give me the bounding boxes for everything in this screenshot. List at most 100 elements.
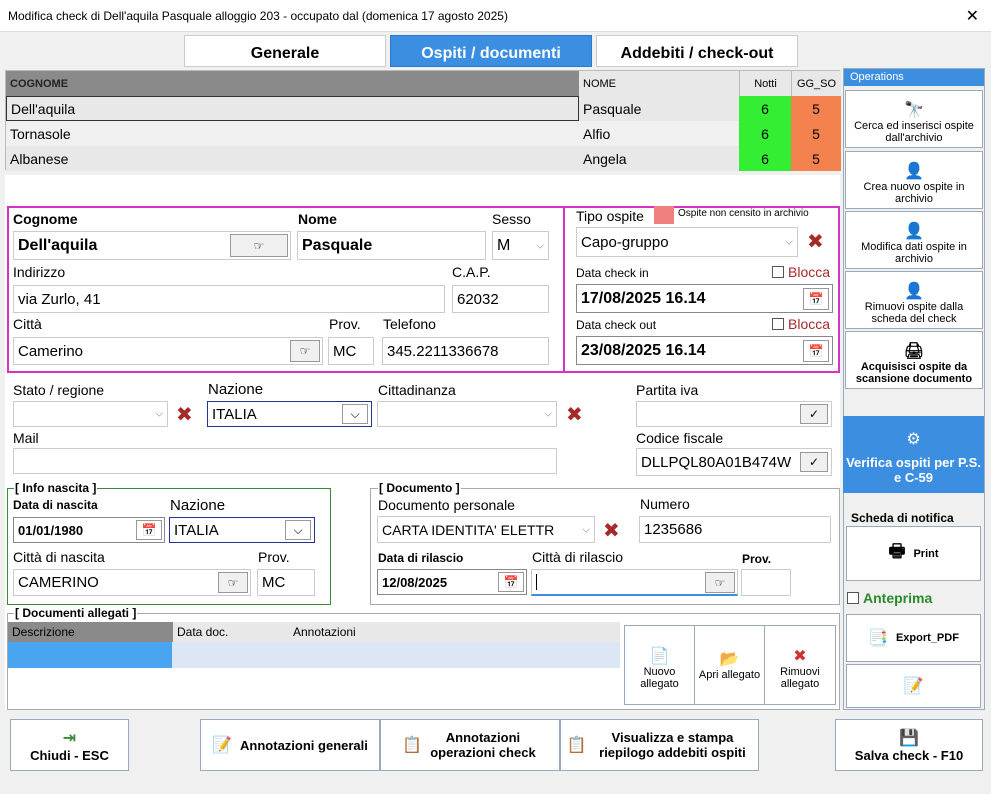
nuovo-allegato-button[interactable]: 📄 Nuovo allegato (625, 626, 695, 704)
nascita-title: [ Info nascita ] (14, 481, 98, 495)
annotazioni-operazioni-button[interactable]: 📋 Annotazioni operazioni check (380, 719, 560, 771)
add-user-icon: 👤 (904, 163, 924, 180)
modifica-ospite-button[interactable]: 👤 Modifica dati ospite in archivio (845, 211, 983, 269)
header-descrizione[interactable]: Descrizione (8, 622, 173, 642)
header-data-doc[interactable]: Data doc. (173, 622, 289, 642)
telefono-input[interactable]: 345.2211336678 (382, 337, 549, 365)
cittadinanza-label: Cittadinanza (378, 382, 456, 398)
chevron-down-icon[interactable]: ⌵ (342, 404, 368, 424)
numero-label: Numero (640, 496, 690, 512)
cell-nome: Alfio (583, 125, 611, 142)
verifica-button[interactable]: ⚙ Verifica ospiti per P.S. e C-59 (843, 416, 984, 493)
rilascio-citta-label: Città di rilascio (532, 549, 624, 565)
save-icon: 💾 (899, 729, 919, 747)
rilascio-prov-input[interactable] (741, 569, 791, 596)
notes-edit-icon: 📋 (402, 737, 422, 754)
edit-report-button[interactable]: 📝 (846, 664, 981, 708)
print-button[interactable]: 🖶 Print (846, 526, 981, 581)
nome-input[interactable]: Pasquale (297, 231, 486, 260)
remove-user-icon: 👤 (904, 283, 924, 300)
indirizzo-input[interactable]: via Zurlo, 41 (13, 285, 445, 313)
prov-input[interactable]: MC (328, 337, 374, 365)
nascita-citta-input[interactable]: CAMERINO ☞ (13, 569, 251, 596)
remove-doc-icon: ✖ (793, 648, 807, 665)
salva-button[interactable]: 💾 Salva check - F10 (835, 719, 983, 771)
nazione-label: Nazione (208, 381, 264, 398)
acquisisci-button[interactable]: 🖨 Acquisisci ospite da scansione document… (845, 331, 983, 389)
rilascio-citta-input[interactable]: ☞ (531, 569, 738, 596)
annotazioni-generali-button[interactable]: 📝 Annotazioni generali (200, 719, 380, 771)
cittadinanza-select[interactable]: ⌵ (377, 401, 557, 427)
nascita-box (7, 488, 331, 605)
stato-select[interactable]: ⌵ (13, 401, 168, 427)
clear-stato-icon[interactable]: ✖ (176, 404, 193, 426)
chiudi-button[interactable]: ⇥ Chiudi - ESC (10, 719, 129, 771)
rimuovi-allegato-button[interactable]: ✖ Rimuovi allegato (780, 648, 820, 690)
documento-tipo-select[interactable]: CARTA IDENTITA' ELETTR ⌵ (377, 516, 595, 543)
tab-generale[interactable]: Generale (184, 35, 386, 67)
search-hand-icon[interactable]: ☞ (290, 340, 320, 362)
apri-allegato-button[interactable]: 📂 Apri allegato (695, 626, 765, 704)
header-notti[interactable]: Notti (739, 71, 791, 96)
blocca-checkout-checkbox[interactable] (772, 318, 784, 330)
table-row[interactable]: Tornasole Alfio 6 5 (6, 121, 841, 146)
operations-title: Operations (844, 69, 984, 86)
verify-icon[interactable]: ✓ (800, 404, 828, 424)
clear-cittadinanza-icon[interactable]: ✖ (566, 404, 583, 426)
edit-report-icon: 📝 (903, 678, 924, 695)
clear-documento-icon[interactable]: ✖ (603, 520, 620, 542)
calendar-icon[interactable]: 📅 (136, 520, 162, 540)
table-row[interactable]: Dell'aquila Pasquale 6 5 (6, 96, 841, 121)
sesso-select[interactable]: M ⌵ (492, 231, 549, 260)
cell-cognome: Dell'aquila (6, 96, 579, 121)
crea-ospite-button[interactable]: 👤 Crea nuovo ospite in archivio (845, 151, 983, 209)
rilascio-input[interactable]: 12/08/2025 📅 (377, 569, 527, 595)
nascita-prov-input[interactable]: MC (257, 569, 315, 596)
calendar-icon[interactable]: 📅 (803, 288, 829, 310)
checkout-input[interactable]: 23/08/2025 16.14 📅 (576, 336, 833, 365)
calendar-icon[interactable]: 📅 (498, 572, 524, 592)
calendar-icon[interactable]: 📅 (803, 340, 829, 362)
numero-input[interactable]: 1235686 (639, 516, 831, 543)
nascita-data-input[interactable]: 01/01/1980 📅 (13, 517, 165, 543)
chevron-down-icon[interactable]: ⌵ (285, 520, 311, 540)
cerca-ospite-button[interactable]: 🔭 Cerca ed inserisci ospite dall'archivio (845, 90, 983, 148)
table-row[interactable]: Albanese Angela 6 5 (6, 146, 841, 171)
header-annotazioni[interactable]: Annotazioni (289, 622, 620, 642)
stato-label: Stato / regione (13, 382, 105, 398)
search-hand-icon[interactable]: ☞ (218, 572, 248, 593)
anteprima-checkbox[interactable] (847, 592, 859, 604)
tab-addebiti[interactable]: Addebiti / check-out (596, 35, 798, 67)
citta-input[interactable]: Camerino ☞ (13, 337, 323, 365)
visualizza-button[interactable]: 📋 Visualizza e stampa riepilogo addebiti … (560, 719, 759, 771)
blocca-checkin-checkbox[interactable] (772, 266, 784, 278)
checkin-input[interactable]: 17/08/2025 16.14 📅 (576, 284, 833, 313)
sesso-label: Sesso (492, 211, 531, 227)
clear-tipo-icon[interactable]: ✖ (807, 231, 824, 253)
folder-icon: 📂 (719, 651, 740, 668)
tab-ospiti[interactable]: Ospiti / documenti (390, 35, 592, 67)
rilascio-prov-label: Prov. (742, 552, 772, 566)
cell-cognome: Tornasole (10, 125, 71, 142)
header-gg-so[interactable]: GG_SO (791, 71, 841, 96)
edit-user-icon: 👤 (904, 223, 924, 240)
cap-input[interactable]: 62032 (452, 285, 549, 313)
cognome-input[interactable]: Dell'aquila ☞ (13, 231, 291, 260)
verify-icon[interactable]: ✓ (800, 452, 828, 472)
header-nome[interactable]: NOME (579, 71, 739, 96)
table-row[interactable] (8, 642, 620, 668)
search-hand-icon[interactable]: ☞ (705, 572, 735, 593)
mail-input[interactable] (13, 448, 557, 474)
close-icon[interactable]: ✕ (965, 8, 979, 25)
header-cognome[interactable]: COGNOME (6, 71, 579, 96)
cf-input[interactable]: DLLPQL80A01B474W ✓ (636, 448, 832, 476)
tipo-select[interactable]: Capo-gruppo ⌵ (576, 227, 798, 257)
form-area (5, 175, 840, 710)
search-hand-icon[interactable]: ☞ (230, 234, 288, 257)
piva-input[interactable]: ✓ (636, 401, 832, 427)
nascita-nazione-select[interactable]: ITALIA ⌵ (169, 517, 315, 543)
nazione-select[interactable]: ITALIA ⌵ (207, 401, 372, 427)
export-pdf-button[interactable]: 📑 Export_PDF (846, 614, 981, 662)
rimuovi-ospite-button[interactable]: 👤 Rimuovi ospite dalla scheda del check (845, 271, 983, 329)
chevron-down-icon: ⌵ (155, 408, 163, 420)
